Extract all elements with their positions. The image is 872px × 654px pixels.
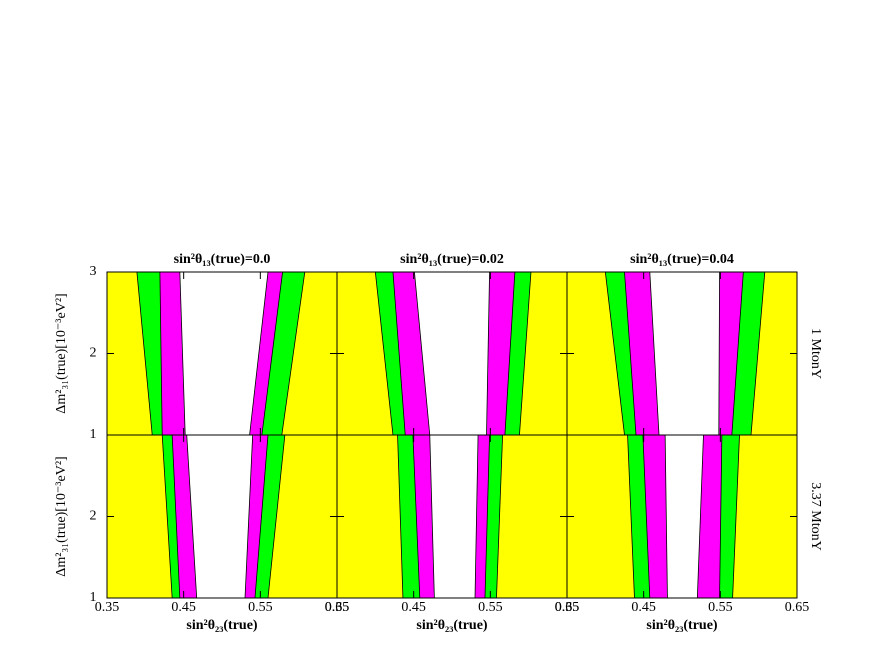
x-tick-label: 0.35 bbox=[95, 600, 120, 615]
band bbox=[429, 434, 479, 599]
panel-title: sin²θ₁₃(true)=0.04 bbox=[630, 252, 734, 267]
x-tick-label: 0.55 bbox=[478, 600, 503, 615]
panel-title: sin²θ₁₃(true)=0.0 bbox=[174, 252, 271, 267]
band bbox=[649, 271, 720, 436]
y-tick-label: 1 bbox=[90, 427, 97, 442]
panel-title: sin²θ₁₃(true)=0.02 bbox=[400, 252, 504, 267]
x-tick-label: 0.55 bbox=[248, 600, 273, 615]
row-label: 1 MtonY bbox=[808, 328, 823, 379]
x-tick-label: 0.35 bbox=[555, 600, 580, 615]
x-tick-label: 0.35 bbox=[325, 600, 350, 615]
y-axis-label: Δm²₃₁(true)[10⁻³eV²] bbox=[54, 293, 69, 413]
x-tick-label: 0.65 bbox=[325, 600, 350, 615]
row-label: 3.37 MtonY bbox=[808, 482, 823, 550]
x-tick-label: 0.65 bbox=[785, 600, 810, 615]
y-tick-label: 2 bbox=[90, 509, 97, 524]
band bbox=[186, 434, 254, 599]
x-axis-label: sin²θ₂₃(true) bbox=[646, 618, 718, 633]
y-tick-label: 1 bbox=[90, 590, 97, 605]
y-tick-label: 2 bbox=[90, 346, 97, 361]
x-tick-label: 0.45 bbox=[401, 600, 426, 615]
x-tick-label: 0.55 bbox=[708, 600, 733, 615]
x-tick-label: 0.45 bbox=[171, 600, 196, 615]
y-axis-label: Δm²₃₁(true)[10⁻³eV²] bbox=[54, 456, 69, 576]
x-tick-label: 0.65 bbox=[555, 600, 580, 615]
y-tick-label: 3 bbox=[90, 264, 97, 279]
x-axis-label: sin²θ₂₃(true) bbox=[416, 618, 488, 633]
band bbox=[664, 434, 704, 599]
x-tick-label: 0.45 bbox=[631, 600, 656, 615]
x-axis-label: sin²θ₂₃(true) bbox=[186, 618, 258, 633]
